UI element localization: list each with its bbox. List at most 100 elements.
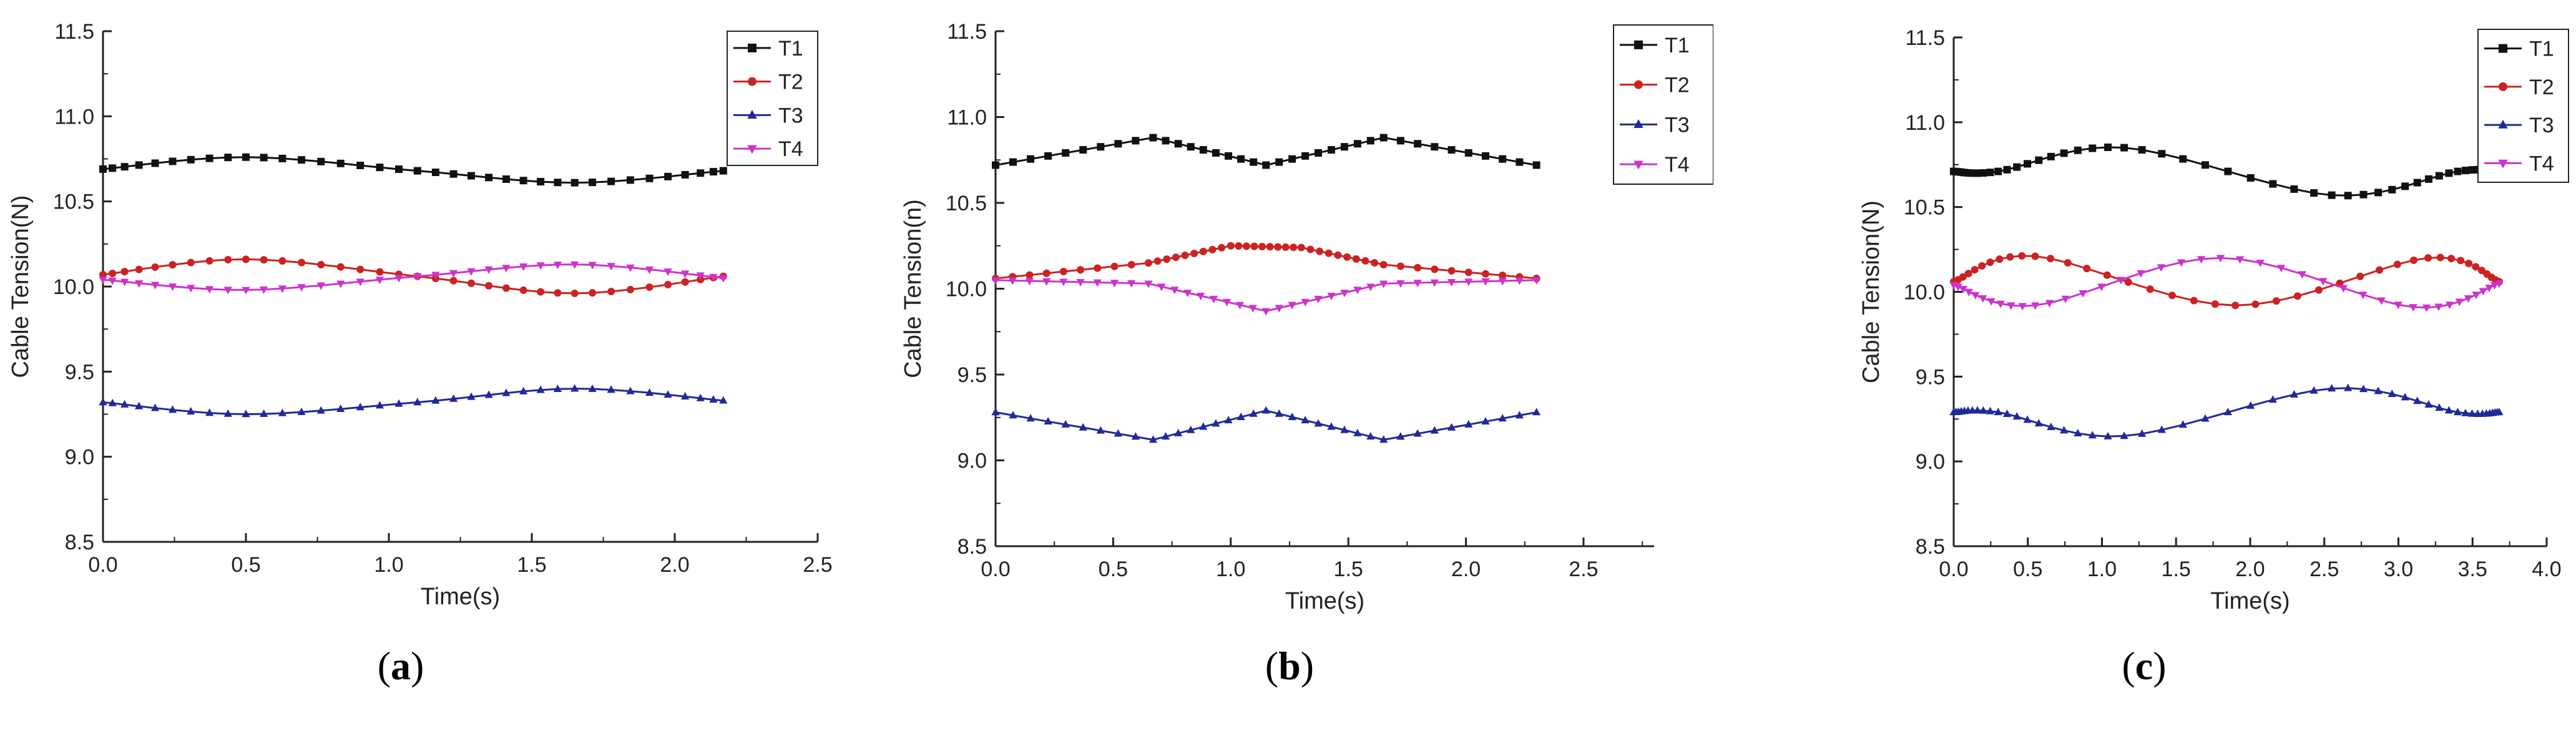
data-point — [169, 261, 177, 269]
data-point — [1316, 247, 1324, 255]
data-point — [1994, 408, 2002, 416]
data-point — [1353, 428, 1362, 436]
legend-label: T3 — [1665, 113, 1690, 137]
data-point — [2461, 408, 2470, 416]
x-tick-label: 1.5 — [1334, 557, 1363, 581]
data-point — [278, 154, 286, 162]
data-point — [2089, 144, 2097, 152]
legend: T1 T2 T3 T4 — [2477, 29, 2569, 183]
data-point — [2445, 302, 2454, 310]
data-point — [1413, 429, 1422, 437]
data-point — [2079, 290, 2087, 298]
data-point — [1371, 258, 1379, 267]
data-point — [109, 269, 117, 277]
data-point — [626, 285, 634, 293]
data-point — [1340, 143, 1348, 151]
legend: T1 T2 T3 T4 — [1613, 24, 1713, 185]
data-point — [1235, 302, 1245, 310]
data-point — [1379, 134, 1388, 142]
data-point — [1242, 242, 1250, 250]
series-t3 — [99, 384, 728, 418]
data-point — [1379, 435, 1388, 443]
data-point — [1093, 279, 1102, 287]
x-tick-label: 1.0 — [374, 553, 403, 577]
data-point — [2356, 272, 2364, 280]
data-point — [168, 405, 177, 413]
x-tick-label: 1.0 — [1216, 557, 1245, 581]
data-point — [2088, 431, 2097, 439]
data-point — [2479, 288, 2487, 296]
data-point — [681, 278, 689, 286]
data-point — [449, 277, 458, 285]
data-point — [2201, 414, 2210, 422]
data-point — [607, 263, 615, 271]
data-point — [1994, 167, 2002, 175]
data-point — [1301, 298, 1310, 307]
data-point — [1979, 169, 1987, 177]
data-point — [1110, 262, 1119, 270]
data-point — [2138, 146, 2146, 154]
data-point — [1464, 149, 1472, 157]
data-point — [187, 155, 195, 164]
y-tick-label: 9.0 — [65, 446, 94, 469]
data-point — [2012, 412, 2021, 420]
data-point — [1430, 426, 1439, 434]
data-point — [2454, 167, 2462, 175]
x-tick-label: 2.0 — [660, 553, 689, 577]
data-point — [1366, 137, 1374, 145]
data-point — [2464, 295, 2473, 303]
data-point — [187, 285, 195, 293]
data-point — [2472, 292, 2481, 300]
data-point — [1218, 243, 1226, 252]
data-point — [260, 154, 268, 162]
data-point — [223, 409, 232, 417]
legend-label: T3 — [2529, 114, 2554, 137]
data-point — [1131, 432, 1140, 440]
data-point — [2455, 298, 2464, 307]
data-point — [2138, 429, 2147, 437]
data-point — [297, 284, 306, 292]
data-point — [1959, 286, 1967, 294]
data-point — [356, 265, 365, 273]
data-point — [1301, 416, 1310, 424]
panel-letter: a — [391, 644, 411, 688]
data-point — [2374, 386, 2383, 395]
legend-label: T2 — [1665, 74, 1690, 97]
data-point — [2277, 265, 2286, 273]
data-point — [449, 394, 458, 402]
data-point — [260, 256, 268, 264]
data-point — [1266, 243, 1274, 251]
data-point — [2445, 169, 2453, 177]
data-point — [1249, 409, 1258, 417]
data-point — [1227, 242, 1235, 250]
data-point — [1464, 278, 1473, 287]
series-line — [995, 136, 1537, 167]
series-line — [1953, 255, 2500, 307]
data-point — [664, 390, 672, 398]
data-point — [2158, 150, 2166, 158]
data-point — [1079, 423, 1087, 431]
data-point — [2060, 426, 2069, 434]
panel-caption-b: (b) — [1265, 644, 1315, 688]
data-point — [394, 399, 403, 407]
legend-marker — [2498, 119, 2508, 129]
data-point — [1301, 152, 1310, 160]
data-point — [645, 174, 654, 182]
data-point — [1288, 302, 1296, 310]
y-tick-label: 11.5 — [947, 20, 987, 44]
data-point — [519, 286, 527, 294]
x-axis-title: Time(s) — [421, 584, 500, 610]
data-point — [2269, 180, 2277, 188]
data-point — [2103, 271, 2111, 279]
data-point — [2344, 383, 2353, 391]
data-point — [1447, 267, 1456, 275]
data-point — [2290, 185, 2298, 193]
data-point — [375, 401, 384, 409]
data-point — [1153, 257, 1162, 265]
panel-caption-c: (c) — [2122, 644, 2167, 688]
legend-marker — [747, 145, 757, 154]
x-tick-label: 0.5 — [2013, 557, 2042, 581]
data-point — [376, 164, 384, 172]
data-point — [2339, 285, 2348, 293]
